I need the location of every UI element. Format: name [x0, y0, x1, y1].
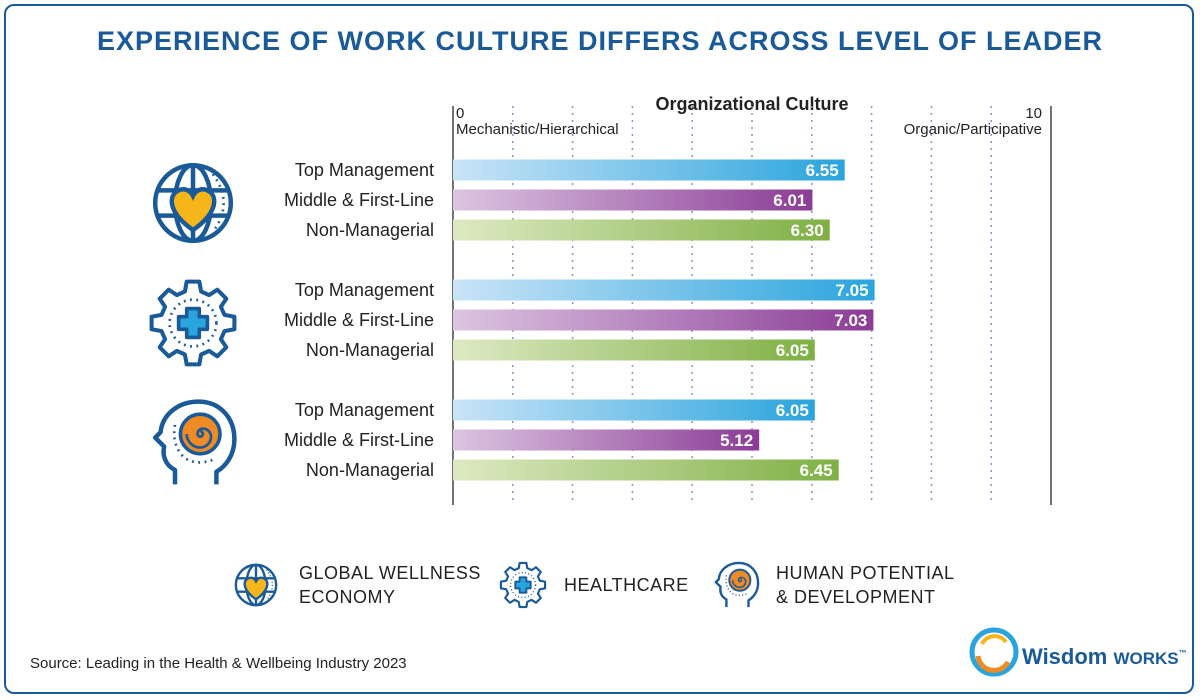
category-label: Top Management	[295, 280, 434, 300]
category-label: Non-Managerial	[306, 220, 434, 240]
logo-text: Wisdom WORKS™	[1022, 644, 1187, 670]
source-note: Source: Leading in the Health & Wellbein…	[30, 655, 407, 672]
bar-top	[453, 399, 815, 421]
category-label: Top Management	[295, 400, 434, 420]
bar-value-label: 6.45	[800, 461, 833, 480]
legend-line: GLOBAL WELLNESS	[299, 563, 481, 583]
legend-human-potential: HUMAN POTENTIAL & DEVELOPMENT	[776, 561, 955, 609]
bar-value-label: 7.03	[834, 311, 867, 330]
bar-non	[453, 219, 830, 241]
logo-tm: ™	[1178, 648, 1187, 658]
category-label: Non-Managerial	[306, 460, 434, 480]
globe-heart-icon	[155, 165, 231, 241]
gear-cross-icon	[499, 561, 547, 609]
logo-word1: Wisdom	[1022, 644, 1108, 669]
head-spiral-icon	[155, 402, 234, 485]
legend-line: ECONOMY	[299, 587, 396, 607]
chart-frame	[4, 4, 1194, 694]
wisdom-works-logo	[969, 627, 1019, 677]
chart-title: EXPERIENCE OF WORK CULTURE DIFFERS ACROS…	[96, 26, 1104, 56]
bar-value-label: 5.12	[720, 431, 753, 450]
bar-top	[453, 159, 845, 181]
legend-line: HEALTHCARE	[564, 575, 689, 595]
bar-middle	[453, 429, 760, 451]
legend-global-wellness: GLOBAL WELLNESS ECONOMY	[299, 561, 481, 609]
bar-middle	[453, 309, 874, 331]
gear-cross-icon	[152, 282, 235, 365]
category-label: Middle & First-Line	[284, 310, 434, 330]
category-label: Middle & First-Line	[284, 190, 434, 210]
bar-non	[453, 459, 839, 481]
bar-middle	[453, 189, 813, 211]
category-label: Top Management	[295, 160, 434, 180]
bar-value-label: 6.05	[776, 401, 809, 420]
axis-max-label: 10	[1025, 105, 1042, 122]
bar-value-label: 6.01	[773, 191, 806, 210]
axis-title: Organizational Culture	[655, 94, 848, 114]
logo-word2: WORKS	[1113, 649, 1179, 668]
bar-value-label: 6.55	[806, 161, 839, 180]
legend-line: & DEVELOPMENT	[776, 587, 936, 607]
legend-line: HUMAN POTENTIAL	[776, 563, 955, 583]
legend-healthcare: HEALTHCARE	[564, 573, 689, 597]
axis-min-desc: Mechanistic/Hierarchical	[456, 121, 619, 138]
bar-non	[453, 339, 815, 361]
category-label: Non-Managerial	[306, 340, 434, 360]
bar-value-label: 6.30	[791, 221, 824, 240]
axis-min-label: 0	[456, 105, 464, 122]
bar-top	[453, 279, 875, 301]
axis-max-desc: Organic/Participative	[904, 121, 1042, 138]
bar-value-label: 7.05	[835, 281, 868, 300]
globe-heart-icon	[234, 563, 278, 607]
head-spiral-icon	[714, 561, 760, 609]
category-label: Middle & First-Line	[284, 430, 434, 450]
bar-value-label: 6.05	[776, 341, 809, 360]
